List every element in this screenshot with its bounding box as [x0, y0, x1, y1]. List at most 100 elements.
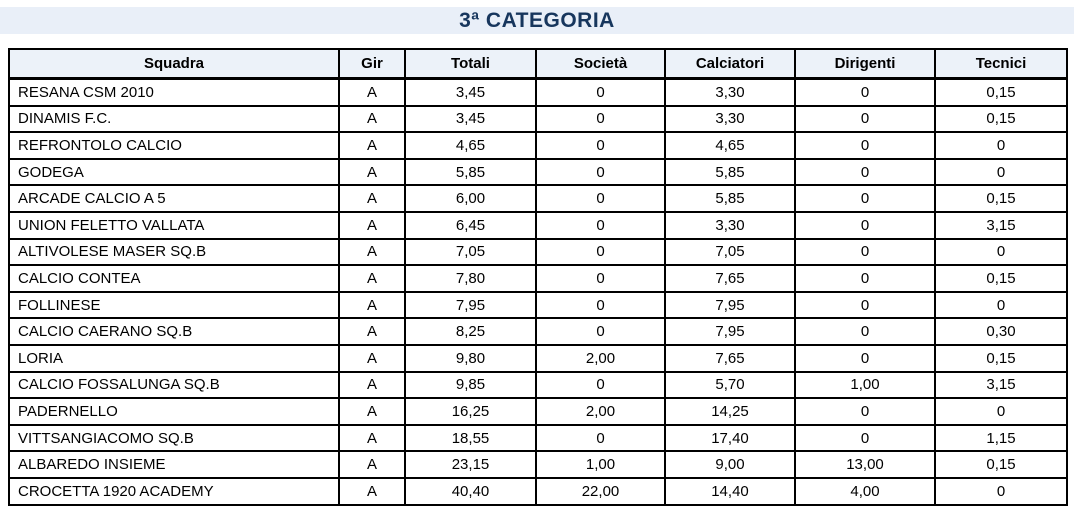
team-name-cell: FOLLINESE [8, 290, 340, 320]
societa-cell: 0 [535, 317, 666, 346]
tecnici-cell: 0 [934, 397, 1068, 426]
totali-cell: 18,55 [404, 423, 537, 453]
team-name-cell: CROCETTA 1920 ACADEMY [8, 476, 340, 506]
calciatori-cell: 17,40 [664, 423, 796, 453]
societa-cell: 0 [535, 264, 666, 293]
calciatori-cell: 5,70 [664, 370, 796, 400]
team-name-cell: GODEGA [8, 157, 340, 187]
col-header-tecnici: Tecnici [934, 48, 1068, 80]
table-row: CALCIO FOSSALUNGA SQ.B A 9,85 0 5,70 1,00 3,15 [8, 370, 1068, 400]
totali-cell: 3,45 [404, 77, 537, 107]
calciatori-cell: 5,85 [664, 157, 796, 187]
dirigenti-cell: 0 [794, 343, 936, 373]
calciatori-cell: 7,95 [664, 317, 796, 346]
societa-cell: 0 [535, 104, 666, 134]
totali-cell: 7,80 [404, 264, 537, 293]
tecnici-cell: 0,15 [934, 184, 1068, 213]
societa-cell: 22,00 [535, 476, 666, 506]
title-banner: 3ª CATEGORIA [0, 7, 1074, 34]
totali-cell: 7,95 [404, 290, 537, 320]
tecnici-cell: 0,15 [934, 77, 1068, 107]
tecnici-cell: 0 [934, 237, 1068, 267]
table-row: ALBAREDO INSIEME A 23,15 1,00 9,00 13,00 0,15 [8, 450, 1068, 479]
col-header-societa: Società [535, 48, 666, 80]
gir-cell: A [338, 317, 406, 346]
table-row: REFRONTOLO CALCIO A 4,65 0 4,65 0 0 [8, 131, 1068, 160]
gir-cell: A [338, 184, 406, 213]
totali-cell: 3,45 [404, 104, 537, 134]
tecnici-cell: 3,15 [934, 210, 1068, 240]
table-row: PADERNELLO A 16,25 2,00 14,25 0 0 [8, 397, 1068, 426]
col-header-calciatori: Calciatori [664, 48, 796, 80]
team-name-cell: CALCIO CONTEA [8, 264, 340, 293]
team-name-cell: ARCADE CALCIO A 5 [8, 184, 340, 213]
col-header-totali: Totali [404, 48, 537, 80]
societa-cell: 0 [535, 237, 666, 267]
col-header-dirigenti: Dirigenti [794, 48, 936, 80]
table-row: VITTSANGIACOMO SQ.B A 18,55 0 17,40 0 1,15 [8, 423, 1068, 453]
totali-cell: 40,40 [404, 476, 537, 506]
tecnici-cell: 0 [934, 476, 1068, 506]
table-row: ARCADE CALCIO A 5 A 6,00 0 5,85 0 0,15 [8, 184, 1068, 213]
dirigenti-cell: 0 [794, 397, 936, 426]
tecnici-cell: 3,15 [934, 370, 1068, 400]
societa-cell: 0 [535, 370, 666, 400]
dirigenti-cell: 0 [794, 423, 936, 453]
gir-cell: A [338, 157, 406, 187]
gir-cell: A [338, 104, 406, 134]
dirigenti-cell: 0 [794, 264, 936, 293]
totali-cell: 4,65 [404, 131, 537, 160]
societa-cell: 0 [535, 210, 666, 240]
societa-cell: 2,00 [535, 343, 666, 373]
societa-cell: 0 [535, 77, 666, 107]
gir-cell: A [338, 450, 406, 479]
dirigenti-cell: 0 [794, 317, 936, 346]
dirigenti-cell: 0 [794, 131, 936, 160]
table-body: RESANA CSM 2010 A 3,45 0 3,30 0 0,15 DINAMIS F.… [8, 77, 1068, 506]
page-title: 3ª CATEGORIA [459, 8, 615, 32]
totali-cell: 8,25 [404, 317, 537, 346]
dirigenti-cell: 0 [794, 290, 936, 320]
team-name-cell: ALBAREDO INSIEME [8, 450, 340, 479]
societa-cell: 0 [535, 290, 666, 320]
societa-cell: 2,00 [535, 397, 666, 426]
dirigenti-cell: 0 [794, 77, 936, 107]
gir-cell: A [338, 131, 406, 160]
table-row: CALCIO CONTEA A 7,80 0 7,65 0 0,15 [8, 264, 1068, 293]
calciatori-cell: 5,85 [664, 184, 796, 213]
societa-cell: 0 [535, 131, 666, 160]
tecnici-cell: 0,15 [934, 104, 1068, 134]
calciatori-cell: 3,30 [664, 210, 796, 240]
table-row: DINAMIS F.C. A 3,45 0 3,30 0 0,15 [8, 104, 1068, 134]
tecnici-cell: 0,15 [934, 343, 1068, 373]
gir-cell: A [338, 264, 406, 293]
calciatori-cell: 7,65 [664, 343, 796, 373]
table-row: FOLLINESE A 7,95 0 7,95 0 0 [8, 290, 1068, 320]
gir-cell: A [338, 423, 406, 453]
dirigenti-cell: 0 [794, 157, 936, 187]
calciatori-cell: 3,30 [664, 104, 796, 134]
gir-cell: A [338, 237, 406, 267]
societa-cell: 0 [535, 184, 666, 213]
col-header-squadra: Squadra [8, 48, 340, 80]
calciatori-cell: 9,00 [664, 450, 796, 479]
gir-cell: A [338, 370, 406, 400]
table-row: LORIA A 9,80 2,00 7,65 0 0,15 [8, 343, 1068, 373]
tecnici-cell: 0,15 [934, 450, 1068, 479]
tecnici-cell: 0 [934, 157, 1068, 187]
totali-cell: 6,45 [404, 210, 537, 240]
societa-cell: 0 [535, 423, 666, 453]
team-name-cell: ALTIVOLESE MASER SQ.B [8, 237, 340, 267]
team-name-cell: PADERNELLO [8, 397, 340, 426]
team-name-cell: RESANA CSM 2010 [8, 77, 340, 107]
gir-cell: A [338, 77, 406, 107]
tecnici-cell: 0,30 [934, 317, 1068, 346]
team-name-cell: DINAMIS F.C. [8, 104, 340, 134]
col-header-gir: Gir [338, 48, 406, 80]
dirigenti-cell: 13,00 [794, 450, 936, 479]
dirigenti-cell: 1,00 [794, 370, 936, 400]
calciatori-cell: 7,95 [664, 290, 796, 320]
header-row: Squadra Gir Totali Società Calciatori Di… [8, 48, 1068, 80]
totali-cell: 23,15 [404, 450, 537, 479]
calciatori-cell: 14,25 [664, 397, 796, 426]
